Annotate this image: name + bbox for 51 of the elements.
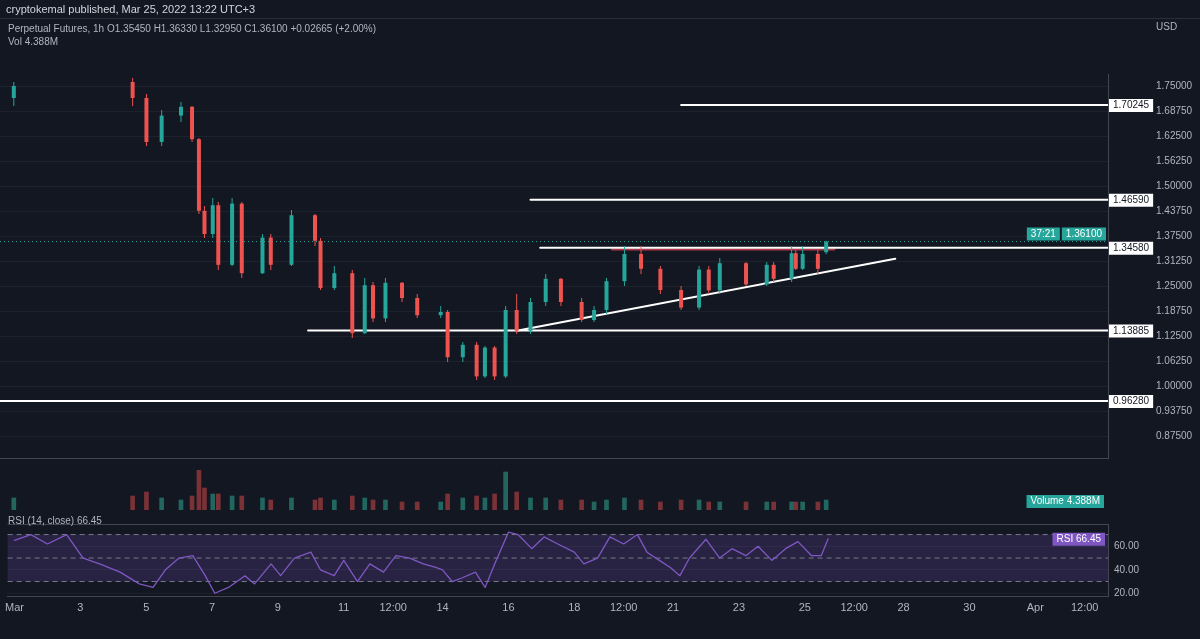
- x-tick-label: 12:00: [840, 601, 868, 614]
- y-tick-label: 60.00: [1114, 540, 1140, 552]
- x-tick-label: 30: [963, 601, 976, 614]
- x-tick-label: 16: [502, 601, 515, 614]
- chart-title: RSI (14, close) 66.45: [8, 515, 102, 526]
- x-tick-label: Mar: [5, 601, 25, 614]
- data-label: 0.96280: [1113, 395, 1150, 407]
- y-tick-label: 1.00000: [1156, 379, 1193, 391]
- y-tick-label: 1.75000: [1156, 79, 1193, 91]
- text: Vol 4.388M: [8, 36, 59, 47]
- y-tick-label: 1.31250: [1156, 254, 1193, 266]
- data-label: 1.46590: [1113, 193, 1150, 205]
- ref-line-label: 1.36100: [1065, 227, 1103, 239]
- y-tick-label: 0.87500: [1156, 429, 1193, 441]
- x-tick-label: 18: [568, 601, 581, 614]
- y-axis-title: USD: [1156, 20, 1178, 32]
- x-tick-label: 12:00: [609, 601, 638, 614]
- y-tick-label: 1.37500: [1156, 229, 1193, 241]
- x-tick-label: 9: [274, 601, 281, 614]
- y-tick-label: 1.43750: [1156, 204, 1193, 216]
- x-tick-label: 11: [338, 601, 350, 614]
- y-tick-label: 1.62500: [1156, 129, 1193, 141]
- x-tick-label: 3: [77, 601, 84, 614]
- x-tick-label: 28: [897, 601, 910, 614]
- x-tick-label: 25: [798, 601, 811, 614]
- y-tick-label: 1.06250: [1156, 354, 1193, 366]
- annotation: 37:21: [1030, 227, 1057, 239]
- y-tick-label: 0.93750: [1156, 404, 1193, 416]
- data-label: 1.13885: [1113, 324, 1150, 336]
- text: Perpetual Futures, 1h O1.35450 H1.36330 L1.32950 C1.36100 +0.02665 (+2.00%): [8, 23, 377, 34]
- y-tick-label: 1.18750: [1156, 304, 1193, 316]
- y-tick-label: 1.25000: [1156, 279, 1193, 291]
- x-tick-label: 23: [732, 601, 746, 614]
- x-tick-label: 5: [143, 601, 150, 614]
- x-tick-label: 14: [436, 601, 449, 614]
- chart-title: cryptokemal published, Mar 25, 2022 13:22 UTC+3: [0, 0, 1200, 19]
- annotation: RSI 66.45: [1056, 532, 1102, 544]
- annotation: Volume 4.388M: [1030, 495, 1101, 507]
- data-label: 1.70245: [1113, 99, 1150, 111]
- data-label: 1.34580: [1113, 241, 1150, 253]
- y-tick-label: 40.00: [1114, 563, 1140, 575]
- x-tick-label: Apr: [1026, 601, 1045, 614]
- x-tick-label: 12:00: [1070, 601, 1099, 614]
- x-tick-label: 12:00: [379, 601, 407, 614]
- x-tick-label: 21: [666, 601, 680, 614]
- y-tick-label: 1.12500: [1156, 329, 1193, 341]
- y-tick-label: 1.56250: [1156, 154, 1193, 166]
- y-tick-label: 20.00: [1114, 587, 1140, 599]
- y-tick-label: 1.50000: [1156, 179, 1193, 191]
- y-tick-label: 1.68750: [1156, 104, 1193, 116]
- x-tick-label: 7: [208, 601, 216, 614]
